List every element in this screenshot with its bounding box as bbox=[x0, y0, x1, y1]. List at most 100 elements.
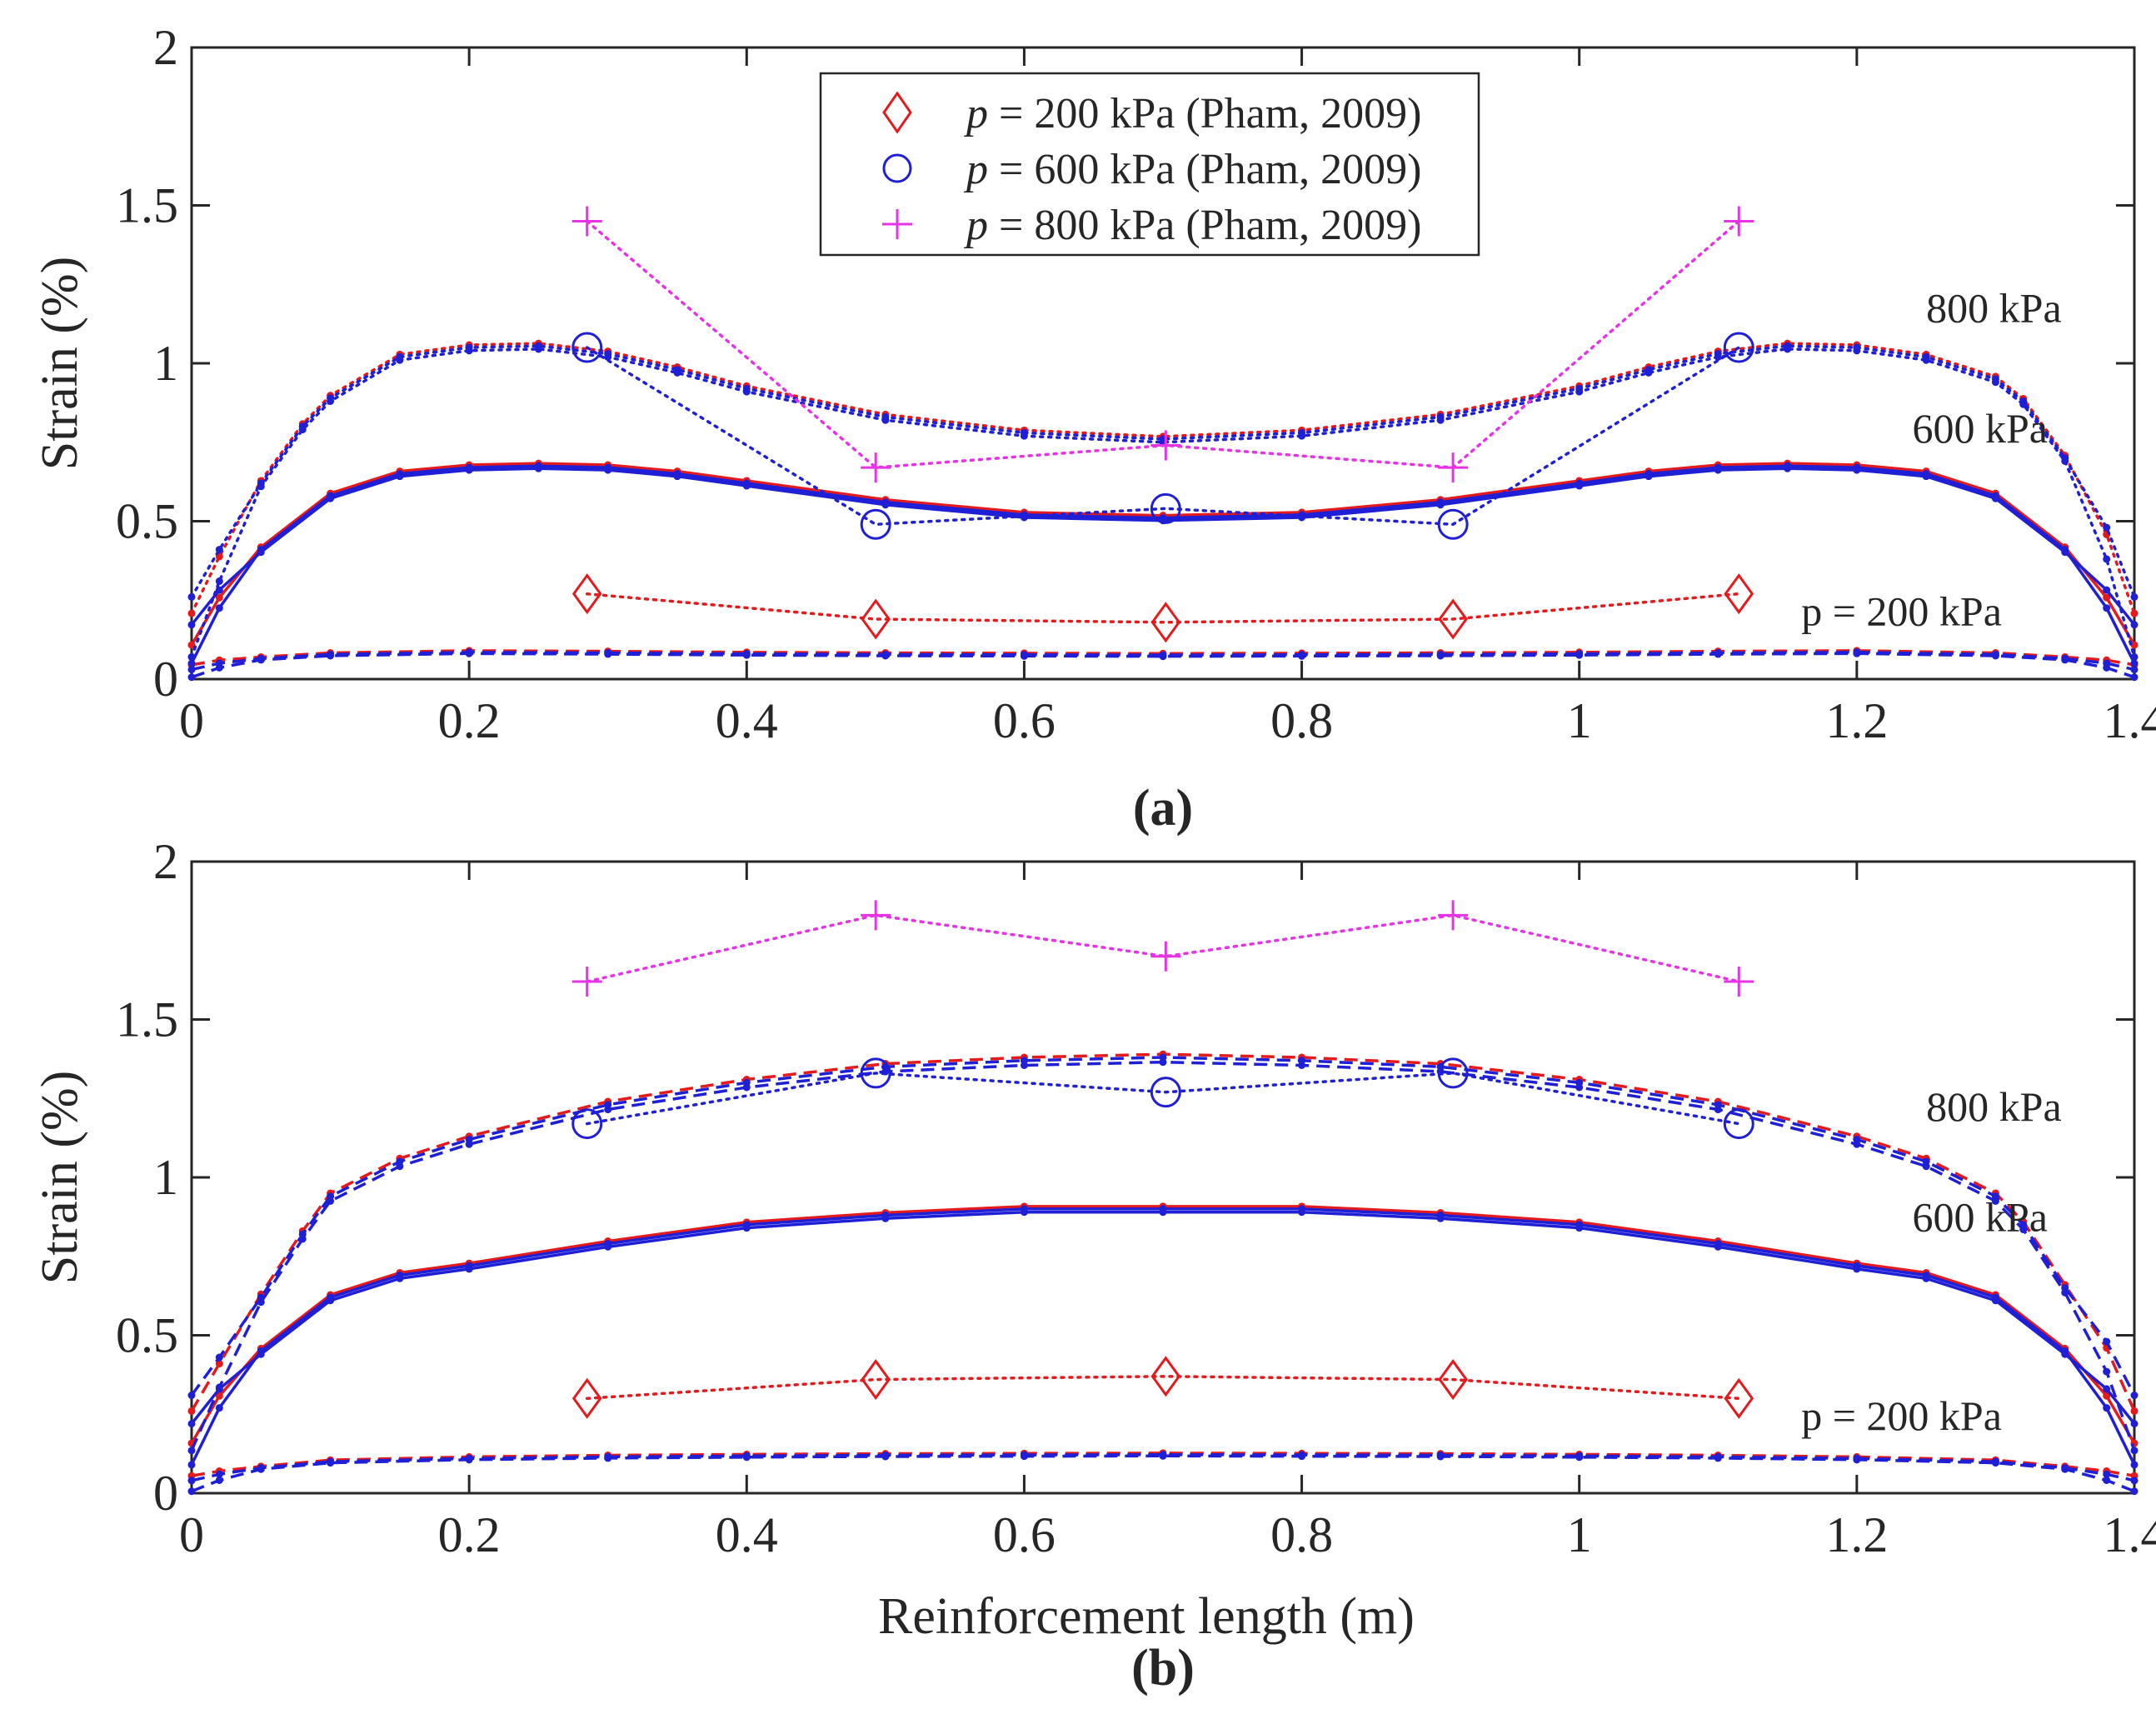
y-axis-label-a: Strain (%) bbox=[32, 257, 88, 471]
legend-diamond-marker bbox=[882, 91, 912, 134]
curve-point bbox=[2130, 641, 2139, 649]
circle-marker bbox=[1723, 332, 1754, 363]
x-tick-label: 0 bbox=[179, 1507, 204, 1562]
x-tick-label: 0.8 bbox=[1270, 693, 1333, 748]
curve-point bbox=[1714, 1452, 1722, 1461]
curve-point bbox=[1853, 1265, 1861, 1273]
y-tick-label: 1 bbox=[153, 336, 178, 391]
curve-point bbox=[327, 1297, 335, 1305]
curve-point bbox=[2130, 1392, 2139, 1400]
curve-label: 800 kPa bbox=[1926, 1083, 2062, 1130]
curve-point bbox=[1714, 352, 1722, 361]
curve-point bbox=[465, 1140, 473, 1148]
curve-point bbox=[2061, 1350, 2069, 1358]
curves-a bbox=[187, 339, 2139, 682]
curve-point bbox=[187, 1461, 196, 1469]
curve-point bbox=[215, 659, 223, 667]
curve-point bbox=[1922, 1162, 1930, 1171]
y-tick-label: 0 bbox=[153, 1466, 178, 1521]
plus-marker bbox=[861, 452, 891, 483]
x-tick-label: 0.6 bbox=[993, 1507, 1056, 1562]
curve-point bbox=[215, 1383, 223, 1392]
measured-b bbox=[571, 900, 1754, 1419]
y-ticks-a: 0 0.5 1 1.5 2 bbox=[116, 20, 2134, 707]
curve-point bbox=[257, 482, 265, 491]
curve-point bbox=[2061, 1464, 2069, 1472]
y-tick-label: 1.5 bbox=[116, 178, 178, 233]
diamond-marker bbox=[1150, 602, 1181, 643]
model-curve-600-kPa-2 bbox=[187, 1208, 2139, 1428]
curve-point bbox=[1991, 1457, 1999, 1466]
curve-point bbox=[1020, 432, 1028, 440]
curve-point bbox=[187, 609, 196, 617]
curve-point bbox=[1991, 494, 1999, 502]
y-tick-label: 0 bbox=[153, 652, 178, 707]
curve-point bbox=[215, 1404, 223, 1412]
curve-point bbox=[1853, 466, 1861, 474]
curve-point bbox=[396, 1274, 404, 1282]
plus-marker bbox=[1150, 941, 1181, 972]
curve-point bbox=[1575, 1083, 1584, 1092]
curve-point bbox=[604, 1106, 612, 1114]
curve-point bbox=[2061, 654, 2069, 662]
curve-point bbox=[1853, 347, 1861, 355]
curve-point bbox=[604, 1242, 612, 1251]
measured-series-plus bbox=[571, 206, 1754, 483]
curve-point bbox=[1159, 651, 1167, 659]
legend-label-600: = 600 kPa (Pham, 2009) bbox=[988, 146, 1421, 193]
curves-b bbox=[187, 1050, 2139, 1496]
curve-labels-b: 800 kPa 600 kPa p = 200 kPa bbox=[1801, 1083, 2061, 1439]
curve-point bbox=[2130, 666, 2139, 674]
curve-point bbox=[1436, 416, 1445, 424]
curve-point bbox=[327, 494, 335, 502]
curve-point bbox=[327, 1197, 335, 1205]
plus-marker bbox=[1438, 900, 1469, 931]
y-axis-label-b: Strain (%) bbox=[32, 1071, 88, 1285]
curve-point bbox=[1436, 650, 1445, 658]
curve-point bbox=[2130, 652, 2139, 661]
curve-point bbox=[2103, 523, 2111, 532]
plus-marker bbox=[571, 967, 602, 997]
curve-point bbox=[187, 1447, 196, 1455]
curve-point bbox=[2103, 1385, 2111, 1393]
curve-point bbox=[881, 650, 890, 658]
curve-point bbox=[1575, 650, 1584, 658]
legend-label-800: = 800 kPa (Pham, 2009) bbox=[988, 202, 1421, 249]
curve-point bbox=[534, 464, 542, 472]
y-tick-label: 1 bbox=[153, 1150, 178, 1205]
legend-label-200: = 200 kPa (Pham, 2009) bbox=[988, 90, 1421, 137]
panel-a: 0 0.5 1 1.5 2 0 0.2 0.4 0.6 0.8 1 1.2 1.4 800 kPa 60… bbox=[32, 20, 2156, 837]
curve-point bbox=[465, 648, 473, 657]
panel-b: 0 0.5 1 1.5 2 0 0.2 0.4 0.6 0.8 1 1.2 1.4 800 kPa 60… bbox=[32, 834, 2156, 1697]
curve-point bbox=[215, 586, 223, 594]
legend: p = 200 kPa (Pham, 2009) p = 600 kPa (Ph… bbox=[819, 72, 1480, 257]
curve-point bbox=[1991, 650, 1999, 658]
svg-text:p = 200 kPa (Pham, 2009): p = 200 kPa (Pham, 2009) bbox=[963, 90, 1421, 137]
curve-point bbox=[1436, 1214, 1445, 1222]
diamond-marker bbox=[861, 1359, 891, 1401]
curve-point bbox=[2103, 1404, 2111, 1412]
diamond-marker bbox=[1438, 598, 1468, 640]
curve-point bbox=[2130, 1487, 2139, 1496]
curve-point bbox=[2103, 593, 2111, 602]
x-axis-label: Reinforcement length (m) bbox=[878, 1588, 1415, 1645]
diamond-marker bbox=[1150, 1356, 1181, 1397]
diamond-marker bbox=[861, 598, 891, 640]
x-tick-label: 0.6 bbox=[993, 693, 1056, 748]
legend-entry-800: p = 800 kPa (Pham, 2009) bbox=[882, 202, 1421, 249]
curve-point bbox=[257, 1298, 265, 1307]
model-curve-200-kPa-2 bbox=[187, 1451, 2139, 1485]
plus-marker bbox=[861, 900, 891, 931]
curve-point bbox=[215, 1353, 223, 1362]
legend-plus-marker bbox=[882, 209, 912, 239]
measured-line bbox=[585, 592, 1741, 624]
curve-point bbox=[298, 426, 307, 434]
curve-point bbox=[1575, 387, 1584, 396]
curve-point bbox=[187, 652, 196, 661]
curve-point bbox=[2130, 1447, 2139, 1455]
curve-point bbox=[187, 641, 196, 649]
curve-point bbox=[2130, 659, 2139, 667]
curve-point bbox=[1922, 356, 1930, 364]
curve-point bbox=[1784, 464, 1792, 472]
curve-point bbox=[1853, 648, 1861, 657]
